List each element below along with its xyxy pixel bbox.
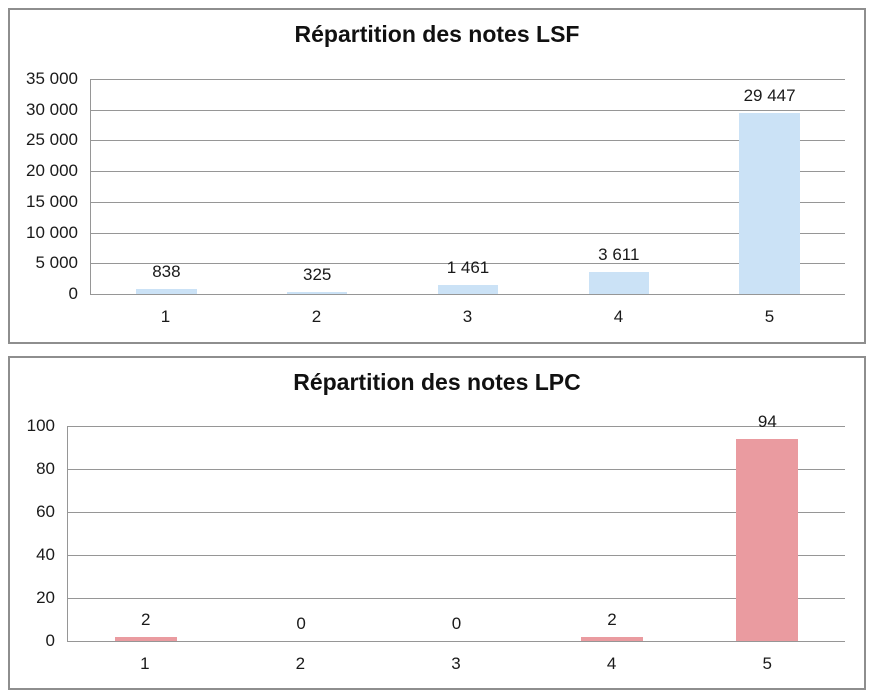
y-axis-tick-label: 20 000 xyxy=(26,161,78,181)
gridline xyxy=(68,426,845,427)
value-label: 325 xyxy=(303,265,332,285)
gridline xyxy=(91,201,845,203)
bar xyxy=(588,271,649,294)
y-axis-tick-label: 0 xyxy=(68,284,78,303)
x-axis-category-label: 2 xyxy=(295,654,306,673)
y-axis-tick-label: 0 xyxy=(45,631,55,650)
bar-slots: 2 0 0 2 94 xyxy=(68,412,845,641)
gridline xyxy=(91,232,845,234)
gridline xyxy=(68,555,845,556)
y-axis-tick-label: 35 000 xyxy=(26,69,78,88)
y-axis-tick-label: 10 000 xyxy=(26,222,78,242)
y-axis-tick-label: 15 000 xyxy=(26,191,78,211)
plot-area: 0 5 000 10 000 15 000 20 000 25 000 30 000 35 0… xyxy=(26,69,845,303)
bar-slot: 29 447 xyxy=(694,79,845,294)
bar xyxy=(287,292,348,294)
bar xyxy=(114,636,177,641)
x-axis: 1 2 3 4 5 xyxy=(90,307,845,327)
x-axis-category-label: 5 xyxy=(764,307,775,326)
x-axis-category-label: 5 xyxy=(762,654,772,673)
plot-area: 0 20 40 60 80 100 2 0 0 2 94 xyxy=(27,412,845,650)
bar-slot: 0 xyxy=(223,426,378,641)
y-axis-tick-label: 25 000 xyxy=(26,130,78,150)
bar-slot: 2 xyxy=(68,426,223,641)
value-label: 2 xyxy=(140,609,151,629)
chart-title: Répartition des notes LPC xyxy=(293,369,581,395)
y-axis-tick-label: 60 xyxy=(36,502,55,521)
bar xyxy=(736,438,799,641)
gridline xyxy=(68,512,845,513)
bar-slot: 94 xyxy=(690,412,845,641)
y-axis-tick-label: 80 xyxy=(36,459,55,478)
bar xyxy=(580,636,643,641)
bar-slot: 838 xyxy=(91,79,242,294)
bar xyxy=(739,113,800,294)
bar-slot: 0 xyxy=(379,426,534,641)
gridline xyxy=(68,469,845,470)
x-axis-category-label: 1 xyxy=(160,307,171,326)
bar-slot: 3 611 xyxy=(543,79,694,294)
y-axis-tick-label: 100 xyxy=(26,416,55,435)
x-axis-category-label: 3 xyxy=(462,307,473,326)
value-label: 0 xyxy=(451,614,462,633)
x-axis-category-label: 3 xyxy=(451,654,461,673)
bar-slot: 1 461 xyxy=(393,79,544,294)
bar-slot: 2 xyxy=(534,426,689,641)
gridline xyxy=(91,109,845,111)
chart-panel-lpc[interactable]: Répartition des notes LPC 0 20 40 60 80 100 2 0… xyxy=(8,356,866,690)
gridline xyxy=(91,79,845,80)
x-axis-category-label: 1 xyxy=(140,654,150,673)
value-label: 29 447 xyxy=(743,86,796,106)
value-label: 1 461 xyxy=(446,258,490,278)
gridline xyxy=(91,140,845,142)
bar xyxy=(136,288,197,294)
y-axis-tick-label: 40 xyxy=(36,545,55,564)
y-axis-tick-label: 30 000 xyxy=(26,99,78,119)
chart-title: Répartition des notes LSF xyxy=(294,21,580,47)
bar xyxy=(437,285,499,294)
x-axis: 1 2 3 4 5 xyxy=(67,654,845,674)
bar-slots: 838 325 1 461 3 611 29 447 xyxy=(91,79,845,294)
gridline xyxy=(91,171,845,173)
value-label: 838 xyxy=(152,261,181,281)
x-axis-category-label: 4 xyxy=(613,307,624,326)
gridline xyxy=(91,263,845,265)
bar-slot: 325 xyxy=(242,79,393,294)
y-axis-tick-label: 20 xyxy=(36,588,55,607)
gridline xyxy=(68,598,845,599)
y-axis-tick-label: 5 000 xyxy=(35,253,78,273)
value-label: 94 xyxy=(757,411,777,431)
value-label: 3 611 xyxy=(598,244,640,264)
value-label: 0 xyxy=(296,614,306,633)
value-label: 2 xyxy=(607,609,617,629)
x-axis-category-label: 4 xyxy=(606,654,617,673)
x-axis-category-label: 2 xyxy=(311,307,322,326)
